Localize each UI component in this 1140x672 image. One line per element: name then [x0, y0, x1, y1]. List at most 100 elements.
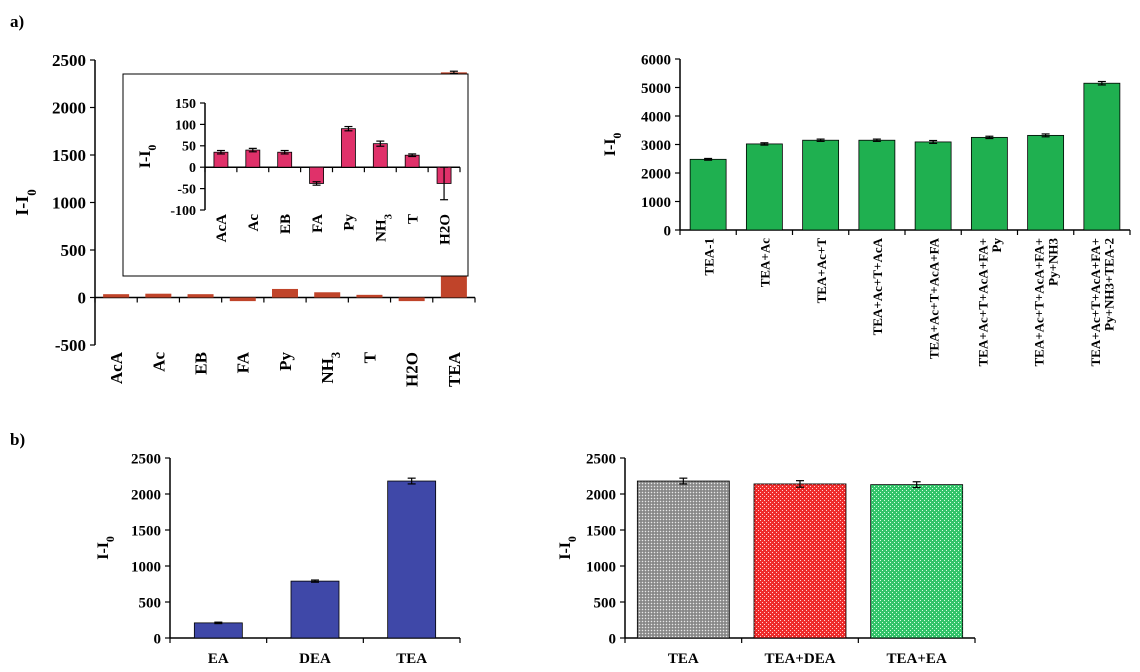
x-tick-label: TEA+DEA [764, 651, 835, 667]
x-tick-label: TEA [396, 651, 427, 667]
x-tick-label: TEA+Ac+T+AcA+FA+Py+NH3+TEA-2 [1088, 238, 1117, 367]
y-tick-label: 2000 [586, 487, 616, 503]
y-tick-label: 500 [594, 595, 617, 611]
y-axis-label: I-I0 [557, 536, 579, 560]
y-tick-label: 1000 [586, 559, 616, 575]
error-bar [311, 579, 319, 583]
chart-a-right: 0 1000 2000 3000 4000 5000 6000 I-I0 TEA-1 TEA+Ac… [602, 52, 1131, 367]
error-bar [1097, 80, 1106, 86]
y-tick-label: 4000 [641, 109, 671, 125]
x-tick-label: NH3 [318, 352, 343, 384]
y-axis-label: I-I0 [12, 189, 39, 216]
bar [745, 143, 783, 231]
y-tick-label: 2500 [586, 451, 616, 467]
error-bar [216, 149, 225, 155]
bar [245, 149, 261, 168]
x-tick-label: Py [276, 352, 295, 371]
bar [229, 297, 256, 302]
x-tick-label: Py [342, 214, 358, 231]
y-tick-label: 100 [175, 118, 196, 133]
error-bar [985, 135, 994, 140]
y-tick-label: 0 [189, 161, 196, 176]
y-tick-label: 2500 [131, 451, 161, 467]
y-tick-label: -100 [170, 204, 196, 219]
y-tick-label: 2000 [131, 487, 161, 503]
y-tick-label: 5000 [641, 81, 671, 97]
x-tick-label: EA [208, 651, 229, 667]
bar [387, 480, 437, 639]
inset-frame [122, 73, 469, 277]
x-tick-label: NH3 [374, 213, 395, 242]
y-tick-label: 0 [609, 631, 617, 647]
bar [187, 294, 214, 298]
y-axis-label: I-I0 [95, 536, 117, 560]
error-bar [280, 149, 289, 155]
y-tick-label: 500 [61, 241, 87, 260]
y-tick-label: 2000 [641, 166, 671, 182]
bar [802, 139, 840, 231]
y-tick-label: 1000 [641, 195, 671, 211]
x-tick-label: T [405, 214, 421, 224]
error-bar [344, 125, 353, 132]
y-tick-label: 2000 [52, 98, 86, 117]
x-tick-label: EB [278, 214, 294, 234]
x-tick-label: FA [234, 351, 253, 373]
bar [1083, 82, 1121, 231]
y-tick-label: 0 [154, 631, 162, 647]
error-bar [312, 181, 321, 186]
x-tick-label: TEA [445, 351, 464, 387]
error-bar [440, 166, 449, 201]
x-tick-label: TEA+Ac+T+AcA [870, 237, 885, 335]
bar [290, 580, 340, 639]
chart-b-left: 0 500 1000 1500 2000 2500 I-I0 EA DEA TEA [95, 451, 461, 667]
x-tick-label: T [360, 351, 379, 363]
x-tick-label: AcA [107, 351, 126, 384]
bar [272, 288, 298, 298]
x-tick-label: TEA+Ac+T+AcA+FA+Py+NH3 [1032, 238, 1061, 367]
x-tick-label: Ac [246, 214, 262, 232]
y-tick-label: 150 [175, 97, 196, 112]
error-bar [912, 481, 921, 489]
bar [753, 483, 847, 639]
error-bar [704, 157, 713, 161]
error-bar [407, 477, 416, 485]
y-tick-label: -50 [177, 183, 196, 198]
panel-label-b: b) [10, 430, 26, 449]
bar [103, 294, 130, 298]
error-bar [408, 153, 417, 158]
y-tick-label: 3000 [641, 138, 671, 154]
y-tick-label: 1500 [52, 146, 86, 165]
y-tick-label: 0 [78, 288, 87, 307]
x-tick-label: Ac [149, 352, 168, 372]
y-tick-label: 500 [139, 595, 162, 611]
bar [689, 158, 727, 231]
bar [398, 297, 425, 302]
x-tick-label: DEA [299, 651, 331, 667]
bar [372, 143, 388, 168]
error-bar [872, 138, 881, 142]
bar [309, 166, 324, 184]
x-tick-label: TEA+EA [887, 651, 947, 667]
y-tick-label: 6000 [641, 52, 671, 68]
bar [356, 294, 383, 298]
y-tick-label: 1500 [131, 523, 161, 539]
error-bar [679, 477, 688, 485]
x-tick-label: TEA-1 [701, 238, 716, 276]
y-tick-label: 2500 [52, 51, 86, 70]
x-tick-label: EB [192, 352, 211, 375]
y-tick-label: 0 [664, 223, 672, 239]
error-bar [760, 142, 769, 146]
bar [870, 484, 964, 639]
bar [314, 292, 341, 298]
error-bar [929, 139, 938, 144]
bar [914, 141, 952, 231]
chart-b-right: 0 500 1000 1500 2000 2500 I-I0 TEA TEA+DEA TEA+EA [557, 451, 976, 667]
x-tick-label: TEA [668, 651, 699, 667]
error-bar [816, 138, 825, 142]
error-bar [248, 147, 257, 153]
bar [341, 128, 356, 168]
x-tick-label: H2O [437, 214, 453, 245]
x-tick-label: TEA+Ac [758, 238, 773, 288]
